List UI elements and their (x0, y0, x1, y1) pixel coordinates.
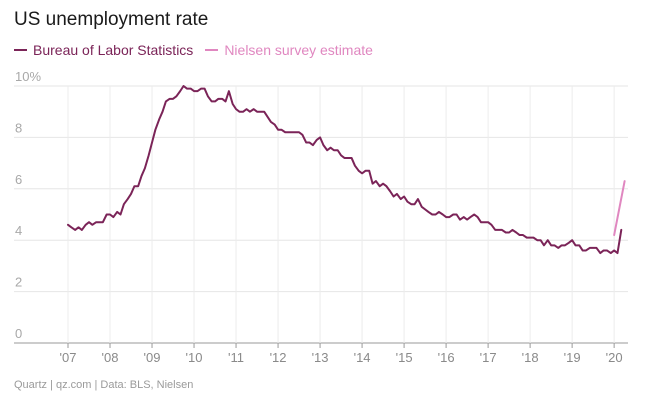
x-tick-label: '11 (228, 350, 244, 365)
x-tick-label: '13 (312, 350, 329, 365)
legend-item-bls: Bureau of Labor Statistics (14, 42, 193, 58)
x-tick-label: '12 (270, 350, 287, 365)
y-tick-label: 0 (15, 326, 22, 341)
x-tick-label: '07 (60, 350, 77, 365)
legend-swatch-bls (14, 49, 27, 51)
y-tick-label: 2 (15, 275, 22, 290)
y-tick-label: 10% (15, 69, 41, 84)
series-line-bls (67, 85, 623, 255)
x-tick-label: '14 (354, 350, 371, 365)
x-tick-label: '09 (144, 350, 161, 365)
x-tick-label: '20 (606, 350, 623, 365)
x-tick-label: '08 (102, 350, 119, 365)
x-tick-label: '19 (564, 350, 581, 365)
x-tick-label: '17 (480, 350, 497, 365)
series-line-nielsen (613, 180, 626, 237)
y-tick-label: 6 (15, 172, 22, 187)
legend-item-nielsen: Nielsen survey estimate (205, 42, 373, 58)
x-tick-label: '15 (396, 350, 413, 365)
legend-label-nielsen: Nielsen survey estimate (224, 42, 373, 58)
x-tick-label: '18 (522, 350, 539, 365)
legend-swatch-nielsen (205, 49, 219, 51)
chart-title: US unemployment rate (14, 9, 209, 30)
source-credit: Quartz | qz.com | Data: BLS, Nielsen (14, 379, 194, 391)
x-tick-label: '16 (438, 350, 455, 365)
y-tick-label: 4 (15, 223, 22, 238)
chart-legend: Bureau of Labor Statistics Nielsen surve… (14, 42, 385, 58)
legend-label-bls: Bureau of Labor Statistics (33, 42, 194, 58)
y-tick-label: 8 (15, 120, 22, 135)
x-tick-label: '10 (186, 350, 203, 365)
